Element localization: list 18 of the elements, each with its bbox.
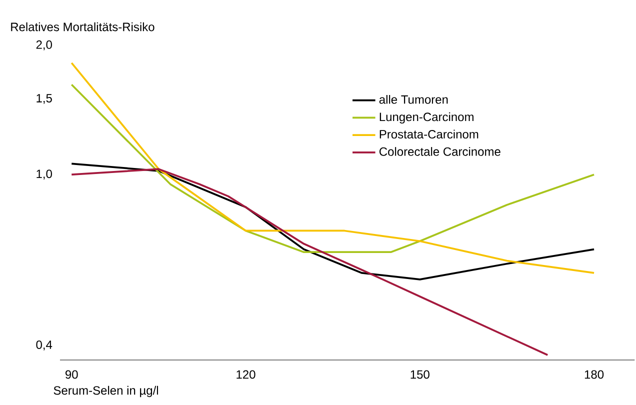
line-series (70, 62, 595, 274)
y-tick-label: 1,0 (36, 170, 52, 180)
line-series (70, 168, 549, 356)
x-tick-label: 120 (236, 370, 256, 379)
line-series (70, 162, 595, 280)
line-series (70, 84, 595, 254)
legend-label: alle Tumoren (379, 94, 448, 104)
y-tick-label: 2,0 (36, 40, 52, 50)
legend-label: Prostata-Carcinom (380, 130, 478, 139)
x-tick-label: 180 (584, 370, 604, 379)
y-tick-label: 1,5 (36, 94, 52, 104)
x-tick-label: 150 (410, 370, 430, 379)
y-tick-label: 0,4 (36, 340, 52, 350)
x-axis-title: Serum-Selen in µg/l (54, 386, 158, 398)
legend-label: Colorectale Carcinome (380, 147, 500, 156)
x-tick-label: 90 (66, 370, 78, 379)
y-axis-title: Relatives Mortalitäts-Risiko (11, 22, 154, 32)
legend-label: Lungen-Carcinom (380, 112, 474, 124)
